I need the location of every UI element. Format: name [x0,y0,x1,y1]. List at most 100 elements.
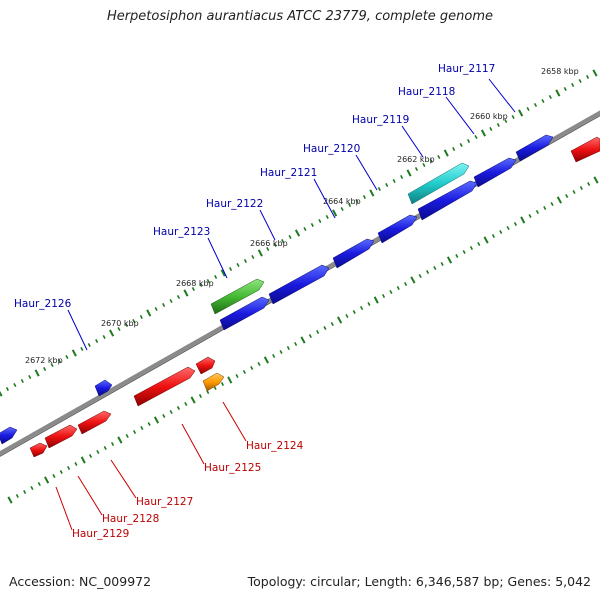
scale-tick-minor [74,462,78,466]
scale-tick-major [227,376,233,384]
scale-tick-major [257,249,263,257]
scale-tick-minor [504,119,508,123]
scale-tick-minor [400,175,404,179]
gene-label-haur-2123[interactable]: Haur_2123 [153,226,210,238]
scale-tick-minor [496,123,500,127]
scale-tick-minor [214,275,218,279]
gene-label-haur-2129[interactable]: Haur_2129 [72,528,129,540]
scale-tick-minor [20,379,24,383]
gene-arrow-plus[interactable] [515,134,554,162]
scale-tick-minor [303,227,307,231]
scale-tick-minor [235,374,239,378]
scale-tick-minor [102,335,106,339]
gene-label-haur-2118[interactable]: Haur_2118 [398,86,455,98]
scale-tick-minor [452,147,456,151]
scale-tick-major [300,336,306,344]
gene-arrow-plus[interactable] [268,264,330,305]
gene-label-haur-2121[interactable]: Haur_2121 [260,167,317,179]
scale-tick-major [220,269,226,277]
scale-tick-major [44,476,50,484]
scale-tick-major [337,316,343,324]
scale-tick-major [483,236,489,244]
gene-arrow-green[interactable] [210,278,265,315]
gene-label-haur-2128[interactable]: Haur_2128 [102,513,159,525]
gene-arrow-minus[interactable] [570,136,600,163]
scale-tick-minor [310,223,314,227]
gene-arrow-minus[interactable] [195,356,216,375]
top-leader-lines [67,78,516,351]
scale-tick-minor [251,255,255,259]
scale-tick-minor [403,282,408,286]
gene-label-haur-2124[interactable]: Haur_2124 [246,440,304,452]
scale-tick-minor [571,83,575,87]
scale-tick-major [592,69,598,77]
scale-tick-major [190,396,196,404]
gene-arrow-plus[interactable] [377,214,418,244]
gene-arrow-minus[interactable] [29,442,48,458]
scale-tick-minor [308,334,312,338]
scale-tick-minor [474,135,478,139]
scale-tick-major [80,456,86,464]
scale-tick-minor [52,474,56,478]
scale-tick-minor [418,274,422,278]
scale-tick-major [146,309,152,317]
gene-label-haur-2127[interactable]: Haur_2127 [136,496,193,508]
scale-tick-minor [242,370,246,374]
scale-tick-minor [323,326,327,330]
scale-tick-major [373,296,379,304]
scale-label-2670: 2670 kbp [101,319,139,328]
scale-tick-minor [345,314,349,318]
scale-tick-minor [360,306,364,310]
scale-tick-minor [396,286,400,290]
gene-label-haur-2120[interactable]: Haur_2120 [303,143,360,155]
scale-tick-minor [184,402,188,406]
gene-label-haur-2125[interactable]: Haur_2125 [204,462,261,474]
gene-arrow-minus[interactable] [44,424,78,449]
scale-tick-minor [459,143,463,147]
gene-arrow-plus[interactable] [94,379,113,397]
gene-arrow-plus[interactable] [219,296,270,331]
scale-tick-minor [565,194,569,198]
scale-tick-minor [506,226,510,230]
genome-summary-text: Topology: circular; Length: 6,346,587 bp… [247,574,591,589]
scale-tick-minor [59,470,63,474]
gene-arrow-cyan[interactable] [407,162,470,205]
scale-label-2672: 2672 kbp [25,356,63,365]
scale-tick-minor [257,362,261,366]
scale-tick-minor [491,234,496,238]
scale-tick-minor [513,222,518,226]
scale-tick-major [7,496,13,504]
scale-tick-major [369,189,375,197]
gene-arrow-plus[interactable] [417,180,478,221]
scale-tick-minor [96,450,100,454]
scale-label-2664: 2664 kbp [323,197,361,206]
scale-tick-minor [37,482,41,486]
bottom-leader-lines [55,401,247,531]
gene-label-haur-2122[interactable]: Haur_2122 [206,198,263,210]
gene-arrow-plus[interactable] [0,426,18,445]
scale-tick-minor [5,387,10,391]
scale-tick-minor [325,215,329,219]
gene-arrow-orange[interactable] [202,372,225,392]
scale-tick-minor [30,486,34,490]
gene-arrow-plus[interactable] [473,157,517,188]
gene-label-haur-2117[interactable]: Haur_2117 [438,63,495,75]
scale-labels: 2658 kbp 2660 kbp 2662 kbp 2664 kbp 2666… [25,67,579,365]
gene-label-haur-2126[interactable]: Haur_2126 [14,298,72,310]
scale-tick-minor [220,382,225,386]
gene-arrow-minus[interactable] [77,410,112,435]
scale-tick-minor [162,414,166,418]
scale-tick-minor [572,190,576,194]
scale-tick-minor [437,155,441,159]
scale-tick-minor [191,287,195,291]
scale-tick-minor [67,466,71,470]
scale-tick-minor [355,199,359,203]
scale-tick-minor [103,446,107,450]
scale-tick-minor [429,159,433,163]
gene-arrow-plus[interactable] [332,238,375,269]
gene-arrow-minus[interactable] [133,366,196,407]
scale-tick-major [518,109,524,117]
gene-label-haur-2119[interactable]: Haur_2119 [352,114,409,126]
